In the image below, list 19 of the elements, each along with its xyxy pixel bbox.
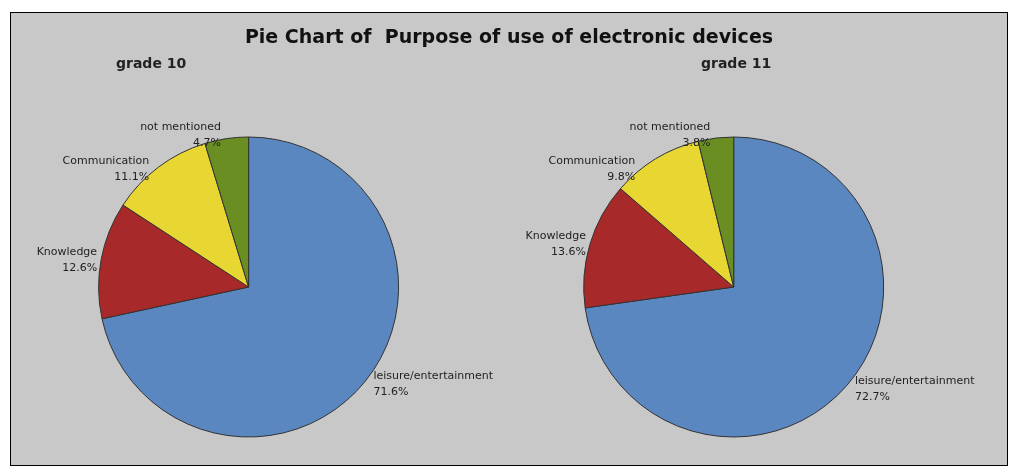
chart-subtitle: grade 10: [116, 55, 187, 71]
data-label: 13.6%: [551, 244, 586, 258]
slice-label: Knowledge: [36, 244, 98, 258]
data-label: 12.6%: [62, 260, 98, 274]
slice-label: Knowledge: [525, 228, 587, 242]
slice-label: leisure/entertainment: [373, 369, 494, 383]
data-label: 9.8%: [607, 169, 636, 183]
data-label: 11.1%: [114, 170, 150, 184]
data-label: 72.7%: [854, 389, 890, 403]
slice-label: not mentioned: [629, 119, 711, 133]
slice-label: Communication: [62, 154, 150, 168]
slice-label: leisure/entertainment: [854, 373, 976, 387]
data-label: 3.8%: [682, 135, 711, 149]
data-label: 4.7%: [192, 136, 221, 150]
chart-title: Pie Chart of Purpose of use of electronic devices: [243, 25, 775, 47]
slice-label: Communication: [548, 153, 636, 167]
chart-subtitle: grade 11: [701, 55, 772, 71]
slice-label: not mentioned: [140, 120, 221, 134]
data-label: 71.6%: [373, 385, 409, 399]
